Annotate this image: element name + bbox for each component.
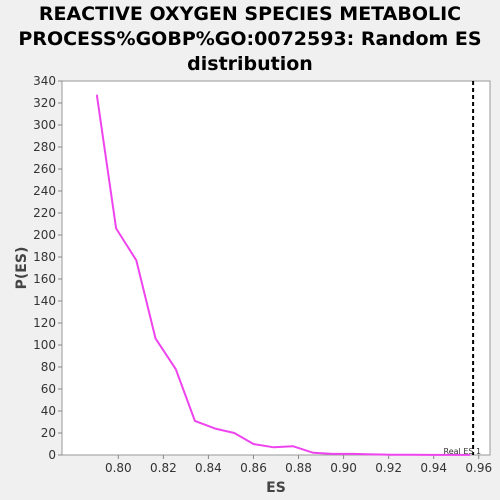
data-point xyxy=(390,453,392,456)
data-point xyxy=(115,227,117,230)
x-tick-label: 0.82 xyxy=(150,461,177,475)
data-point xyxy=(410,453,412,456)
x-tick-label: 0.86 xyxy=(240,461,267,475)
x-axis: 0.80 0.82 0.84 0.86 0.88 0.90 0.92 0.94 0.96 xyxy=(105,455,492,475)
data-point xyxy=(174,368,177,371)
data-point xyxy=(135,259,138,262)
data-point xyxy=(252,443,255,445)
y-tick-label: 60 xyxy=(41,382,56,396)
data-point xyxy=(292,445,294,448)
data-point xyxy=(272,446,275,449)
y-tick-label: 300 xyxy=(33,118,56,132)
y-tick-label: 20 xyxy=(41,426,56,440)
chart-title: REACTIVE OXYGEN SPECIES METABOLIC PROCES… xyxy=(0,2,500,77)
chart-title-line-2: PROCESS%GOBP%GO:0072593: Random ES xyxy=(18,28,482,50)
series-layer xyxy=(95,94,471,456)
y-tick-label: 160 xyxy=(33,272,56,286)
data-point xyxy=(448,454,451,456)
x-tick-label: 0.88 xyxy=(285,461,312,475)
y-tick-label: 0 xyxy=(48,448,56,462)
y-tick-label: 40 xyxy=(41,404,56,418)
data-point xyxy=(331,453,334,455)
data-point xyxy=(96,94,98,97)
data-point xyxy=(312,452,314,454)
y-tick-label: 140 xyxy=(33,294,56,308)
y-tick-label: 220 xyxy=(33,206,56,220)
data-point xyxy=(430,454,433,456)
y-tick-label: 180 xyxy=(33,250,56,264)
data-point xyxy=(214,427,216,430)
y-tick-label: 260 xyxy=(33,162,56,176)
data-point xyxy=(370,453,373,456)
plot-area xyxy=(61,80,491,456)
x-axis-label: ES xyxy=(266,480,286,496)
chart-title-line-3: distribution xyxy=(187,53,313,75)
data-point xyxy=(154,337,157,340)
y-tick-label: 240 xyxy=(33,184,56,198)
x-tick-label: 0.94 xyxy=(420,461,447,475)
y-tick-label: 120 xyxy=(33,316,56,330)
x-tick-label: 0.90 xyxy=(330,461,357,475)
y-tick-label: 340 xyxy=(33,74,56,88)
data-point xyxy=(468,454,471,456)
y-tick-label: 280 xyxy=(33,140,56,154)
data-point xyxy=(233,432,236,434)
series-line xyxy=(95,95,470,456)
y-tick-label: 100 xyxy=(33,338,56,352)
y-axis-label: P(ES) xyxy=(14,247,30,290)
x-tick-label: 0.80 xyxy=(105,461,132,475)
real-es-label: Real ES 1 xyxy=(444,447,482,456)
data-point xyxy=(351,453,354,455)
x-tick-label: 0.96 xyxy=(465,461,492,475)
y-axis: 0 20 40 60 80 100 120 140 160 180 200 220 240 260 280 3… xyxy=(33,74,62,462)
y-tick-label: 320 xyxy=(33,96,56,110)
data-point xyxy=(194,420,196,422)
chart-title-line-1: REACTIVE OXYGEN SPECIES METABOLIC xyxy=(38,3,462,25)
y-tick-label: 80 xyxy=(41,360,56,374)
x-tick-label: 0.84 xyxy=(195,461,222,475)
x-tick-label: 0.92 xyxy=(375,461,402,475)
y-tick-label: 200 xyxy=(33,228,56,242)
annotation-layer: Real ES 1 xyxy=(444,81,482,456)
